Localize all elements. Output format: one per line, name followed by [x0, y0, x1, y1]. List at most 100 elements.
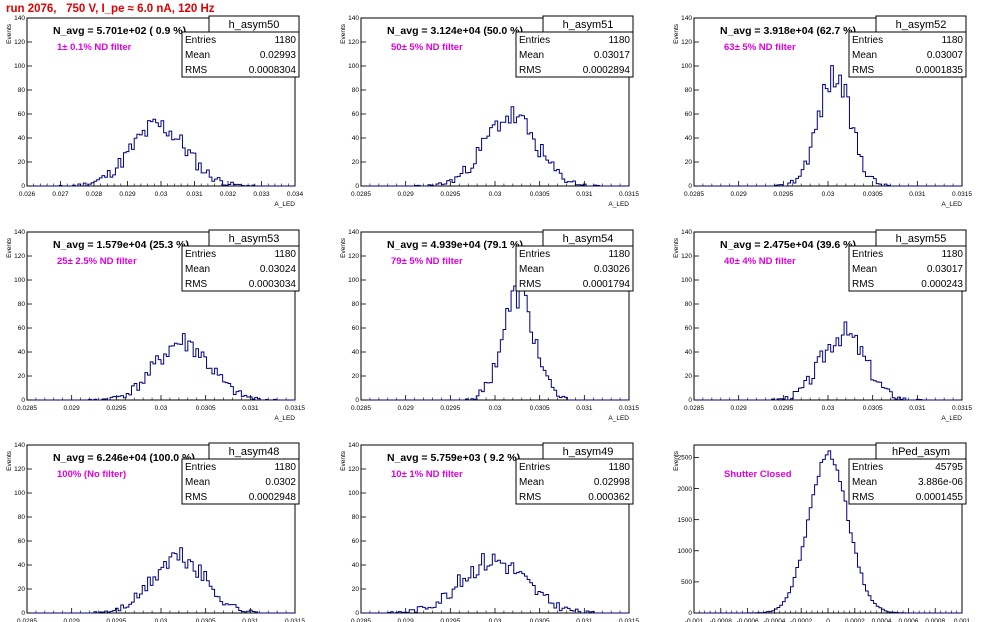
- x-tick-label: 0.029: [731, 405, 748, 412]
- x-tick-label: 0.0305: [530, 191, 550, 198]
- y-tick-label: 20: [18, 373, 26, 380]
- x-tick-label: 0.034: [287, 191, 304, 198]
- stats-box: [848, 31, 967, 78]
- y-tick-label: 60: [352, 111, 360, 118]
- n-avg-label: N_avg = 5.759e+03 ( 9.2 %): [387, 452, 520, 464]
- stats-key: RMS: [185, 279, 208, 290]
- y-tick-label: 80: [352, 87, 360, 94]
- filter-label: Shutter Closed: [724, 469, 792, 480]
- stats-value: 3.886e-06: [918, 477, 963, 488]
- stats-value: 0.0002948: [249, 492, 297, 503]
- x-axis-title: A_LED: [608, 201, 629, 208]
- stats-key: Mean: [852, 477, 877, 488]
- stats-value: 45795: [935, 462, 963, 473]
- x-tick-label: 0.0295: [773, 191, 793, 198]
- y-tick-label: 0: [355, 610, 359, 617]
- y-tick-label: 100: [348, 63, 359, 70]
- y-tick-label: 40: [18, 135, 26, 142]
- x-axis-title: A_LED: [608, 415, 629, 422]
- y-axis-title: Events: [673, 23, 680, 44]
- stats-value: 1180: [608, 249, 630, 260]
- y-tick-label: 40: [18, 562, 26, 569]
- histogram-name: h_asym50: [229, 19, 280, 31]
- y-tick-label: 100: [348, 277, 359, 284]
- y-tick-label: 120: [348, 253, 359, 260]
- y-tick-label: 60: [18, 111, 26, 118]
- x-tick-label: 0.0285: [351, 618, 371, 622]
- stats-key: Entries: [519, 249, 550, 260]
- stats-value: 0.03017: [927, 264, 964, 275]
- y-tick-label: 2000: [678, 486, 693, 493]
- filter-label: 63± 5% ND filter: [724, 42, 796, 53]
- y-tick-label: 1500: [678, 517, 693, 524]
- stats-key: Mean: [519, 50, 544, 61]
- x-tick-label: -0.0008: [710, 618, 732, 622]
- y-tick-label: 140: [681, 229, 692, 236]
- stats-value: 0.0001794: [583, 279, 631, 290]
- n-avg-label: N_avg = 3.918e+04 (62.7 %): [720, 25, 856, 37]
- y-tick-label: 20: [352, 373, 360, 380]
- x-tick-label: 0.031: [909, 405, 926, 412]
- stats-key: Mean: [185, 50, 210, 61]
- stats-box: [848, 458, 967, 505]
- stats-key: RMS: [852, 279, 875, 290]
- stats-key: RMS: [519, 492, 542, 503]
- y-tick-label: 0: [688, 183, 692, 190]
- x-tick-label: 0.0285: [351, 191, 371, 198]
- y-tick-label: 20: [352, 586, 360, 593]
- histogram-name: h_asym54: [563, 233, 614, 245]
- y-tick-label: 60: [685, 111, 693, 118]
- x-tick-label: 0.033: [253, 191, 270, 198]
- y-tick-label: 80: [18, 514, 26, 521]
- filter-label: 100% (No filter): [57, 469, 126, 480]
- y-tick-label: 80: [352, 514, 360, 521]
- y-tick-label: 0: [21, 610, 25, 617]
- x-tick-label: 0.029: [64, 618, 81, 622]
- x-tick-label: 0.0315: [952, 191, 972, 198]
- x-tick-label: 0.031: [242, 405, 259, 412]
- y-tick-label: 20: [685, 373, 693, 380]
- stats-key: Mean: [519, 477, 544, 488]
- y-tick-label: 100: [681, 277, 692, 284]
- histogram-name: hPed_asym: [892, 446, 950, 458]
- y-axis-title: Events: [340, 450, 347, 471]
- stats-value: 0.0001455: [916, 492, 964, 503]
- y-axis-title: Events: [673, 450, 680, 471]
- stats-key: Entries: [852, 462, 883, 473]
- stats-box: [515, 245, 634, 292]
- histogram-line: [361, 285, 629, 401]
- y-tick-label: 40: [18, 349, 26, 356]
- stats-key: Entries: [852, 249, 883, 260]
- y-axis-title: Events: [6, 23, 13, 44]
- histogram-line: [27, 333, 295, 401]
- x-axis-title: A_LED: [274, 201, 295, 208]
- y-tick-label: 40: [685, 349, 693, 356]
- run-title: run 2076, 750 V, I_pe ≈ 6.0 nA, 120 Hz: [6, 3, 215, 15]
- x-tick-label: 0.001: [954, 618, 971, 622]
- filter-label: 79± 5% ND filter: [391, 256, 463, 267]
- y-tick-label: 40: [352, 562, 360, 569]
- y-tick-label: 40: [685, 135, 693, 142]
- y-tick-label: 20: [18, 159, 26, 166]
- stats-value: 0.000243: [921, 279, 963, 290]
- y-axis-title: Events: [6, 450, 13, 471]
- x-tick-label: 0.0295: [106, 405, 126, 412]
- stats-key: Entries: [185, 249, 216, 260]
- histogram-line: [27, 547, 295, 614]
- y-tick-label: 500: [681, 579, 692, 586]
- y-tick-label: 140: [14, 442, 25, 449]
- filter-label: 40± 4% ND filter: [724, 256, 796, 267]
- x-tick-label: 0.0285: [17, 618, 37, 622]
- stats-key: Entries: [185, 462, 216, 473]
- x-tick-label: 0.03: [489, 405, 502, 412]
- x-tick-label: 0.0305: [530, 405, 550, 412]
- stats-value: 0.0003034: [249, 279, 297, 290]
- histogram-name: h_asym53: [229, 233, 280, 245]
- y-tick-label: 100: [348, 490, 359, 497]
- y-tick-label: 40: [352, 349, 360, 356]
- y-tick-label: 80: [18, 301, 26, 308]
- n-avg-label: N_avg = 5.701e+02 ( 0.9 %): [53, 25, 186, 37]
- stats-value: 0.0008304: [249, 65, 297, 76]
- histogram-h_asym55: 0.0285 0.029 0.0295 0.03 0.0305 0.031 0.0315 0 2…: [673, 229, 972, 422]
- y-tick-label: 20: [685, 159, 693, 166]
